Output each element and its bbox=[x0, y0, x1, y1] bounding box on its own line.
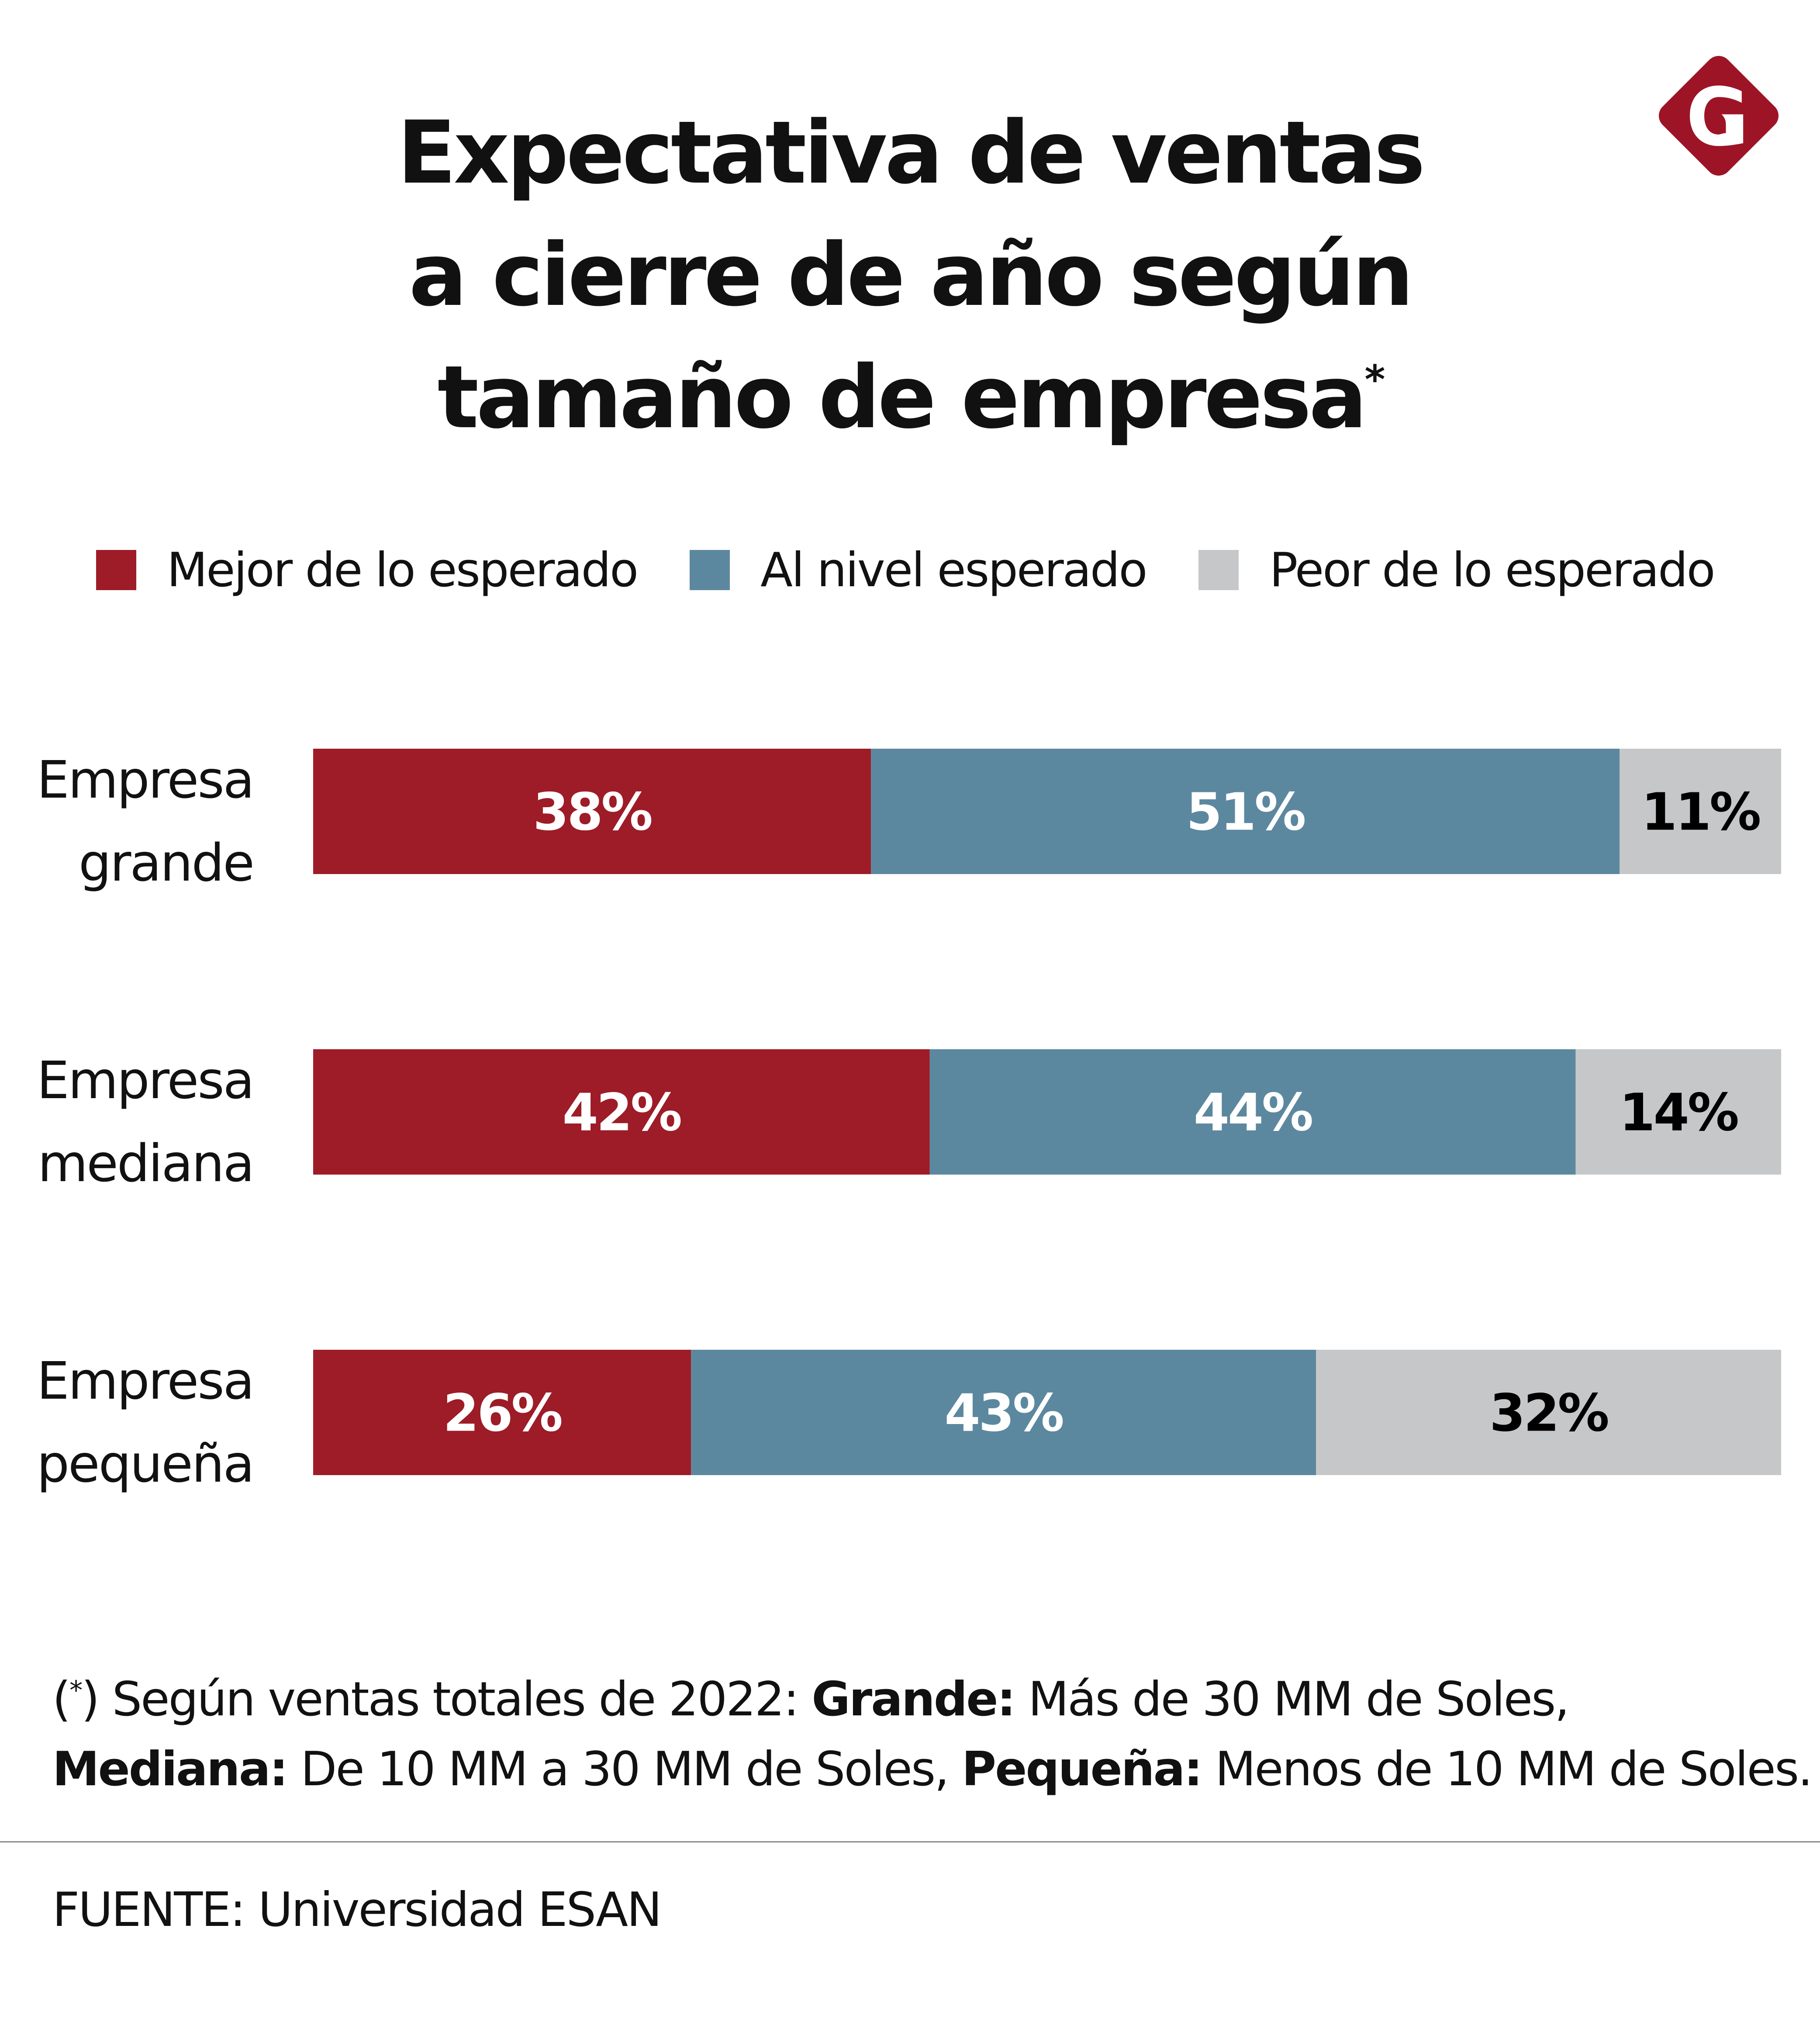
legend-label-mejor: Mejor de lo esperado bbox=[167, 543, 639, 598]
chart-title: Expectativa de ventas a cierre de año se… bbox=[0, 92, 1820, 459]
footnote-line-1: (*) Según ventas totales de 2022: Grande… bbox=[52, 1672, 1570, 1727]
category-label-pequena-line2: pequeña bbox=[37, 1434, 255, 1494]
category-label-mediana: Empresa mediana bbox=[17, 1039, 255, 1205]
bar-label-pequena-mejor: 26% bbox=[443, 1383, 561, 1443]
legend-swatch-peor bbox=[1198, 550, 1239, 590]
footnote-grande-text: Más de 30 MM de Soles, bbox=[1014, 1672, 1570, 1727]
footer-divider bbox=[0, 1841, 1820, 1842]
legend-item-peor: Peor de lo esperado bbox=[1198, 543, 1716, 598]
footnote-prefix: ) Según ventas totales de 2022: bbox=[81, 1672, 812, 1727]
legend-swatch-al-nivel bbox=[690, 550, 730, 590]
bar-mediana-peor bbox=[1575, 1049, 1781, 1175]
bar-grande-peor bbox=[1620, 749, 1781, 874]
bar-grande-al-nivel bbox=[871, 749, 1620, 874]
category-label-mediana-line1: Empresa bbox=[37, 1050, 255, 1110]
logo-letter-g bbox=[1690, 85, 1744, 146]
legend-item-mejor: Mejor de lo esperado bbox=[96, 543, 639, 598]
title-line-3: tamaño de empresa* bbox=[0, 336, 1820, 459]
logo-diamond bbox=[1658, 55, 1779, 176]
bar-label-grande-al-nivel: 51% bbox=[1186, 782, 1305, 842]
footnote-grande-label: Grande: bbox=[812, 1672, 1015, 1727]
footnote-mediana-text: De 10 MM a 30 MM de Soles, bbox=[287, 1742, 962, 1797]
title-line-2: a cierre de año según bbox=[409, 225, 1414, 325]
footnote-mark: * bbox=[69, 1675, 83, 1706]
bar-grande-mejor bbox=[313, 749, 871, 874]
category-label-mediana-line2: mediana bbox=[38, 1133, 255, 1193]
bar-label-grande-mejor: 38% bbox=[533, 782, 651, 842]
legend-item-al-nivel: Al nivel esperado bbox=[690, 543, 1147, 598]
bar-mediana-mejor bbox=[313, 1049, 930, 1175]
title-footnote-mark: * bbox=[1364, 357, 1385, 403]
category-label-grande-line1: Empresa bbox=[37, 750, 255, 810]
g-diamond-logo-icon bbox=[1658, 55, 1779, 176]
title-line-3-text: tamaño de empresa bbox=[437, 347, 1368, 448]
title-line-1: Expectativa de ventas bbox=[397, 102, 1425, 203]
bar-label-mediana-peor: 14% bbox=[1620, 1082, 1738, 1143]
bar-pequena-mejor bbox=[313, 1350, 691, 1475]
bar-label-pequena-al-nivel: 43% bbox=[944, 1383, 1063, 1443]
bar-label-pequena-peor: 32% bbox=[1489, 1383, 1608, 1443]
category-label-pequena: Empresa pequeña bbox=[17, 1339, 255, 1505]
footnote: (*) Según ventas totales de 2022: Grande… bbox=[52, 1656, 1813, 1804]
bar-label-grande-peor: 11% bbox=[1641, 782, 1760, 842]
footnote-pequena-text: Menos de 10 MM de Soles. bbox=[1201, 1742, 1813, 1797]
bar-mediana-al-nivel bbox=[929, 1049, 1576, 1175]
legend-swatch-mejor bbox=[96, 550, 136, 590]
bar-label-mediana-al-nivel: 44% bbox=[1194, 1082, 1312, 1143]
legend-label-al-nivel: Al nivel esperado bbox=[760, 543, 1147, 598]
footnote-mediana-label: Mediana: bbox=[52, 1742, 288, 1797]
bar-pequena-peor bbox=[1316, 1350, 1781, 1475]
bar-pequena-al-nivel bbox=[691, 1350, 1316, 1475]
category-label-grande-line2: grande bbox=[78, 833, 255, 893]
category-label-grande: Empresa grande bbox=[17, 738, 255, 904]
legend-label-peor: Peor de lo esperado bbox=[1269, 543, 1715, 598]
footnote-pequena-label: Pequeña: bbox=[961, 1742, 1203, 1797]
footnote-line-2: Mediana: De 10 MM a 30 MM de Soles, Pequ… bbox=[52, 1735, 1813, 1804]
source-credit: FUENTE: Universidad ESAN bbox=[52, 1883, 662, 1937]
legend: Mejor de lo esperado Al nivel esperado P… bbox=[96, 543, 1767, 598]
bar-label-mediana-mejor: 42% bbox=[563, 1082, 681, 1143]
category-label-pequena-line1: Empresa bbox=[37, 1351, 255, 1411]
